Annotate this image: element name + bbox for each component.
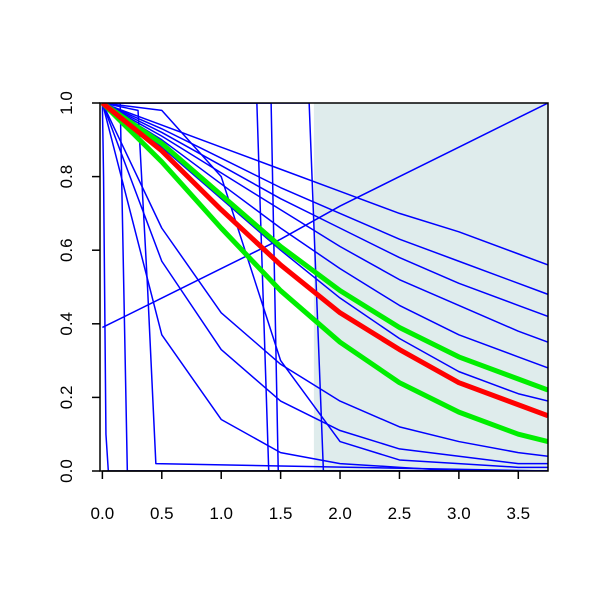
series-line <box>101 103 548 471</box>
series-line <box>100 103 548 444</box>
series-line <box>101 103 548 458</box>
series-line <box>102 103 548 471</box>
y-tick-label: 0.0 <box>57 459 76 483</box>
series-line <box>102 103 548 471</box>
series-line <box>102 103 548 471</box>
series-line <box>102 103 548 471</box>
series-line <box>100 103 548 419</box>
y-tick-label: 0.4 <box>57 312 76 336</box>
series-line <box>101 103 548 465</box>
series-line <box>101 103 548 402</box>
x-tick-label: 1.0 <box>209 504 233 523</box>
x-tick-label: 0.0 <box>91 504 115 523</box>
x-tick-label: 2.0 <box>328 504 352 523</box>
series-line <box>102 103 548 343</box>
x-tick-label: 3.0 <box>447 504 471 523</box>
series-line <box>101 103 548 471</box>
x-tick-label: 0.5 <box>150 504 174 523</box>
y-tick-label: 0.2 <box>57 386 76 410</box>
series-line <box>102 103 548 329</box>
series-line <box>102 103 548 296</box>
y-tick-label: 0.8 <box>57 165 76 189</box>
series-line <box>102 103 548 469</box>
series-line <box>101 103 548 369</box>
plot-area <box>100 103 548 471</box>
y-tick-label: 0.6 <box>57 238 76 262</box>
y-tick-label: 1.0 <box>57 91 76 115</box>
shaded-region <box>313 103 548 471</box>
x-tick-label: 3.5 <box>506 504 530 523</box>
x-tick-label: 1.5 <box>269 504 293 523</box>
series-line <box>102 103 548 318</box>
series-line <box>100 103 548 393</box>
x-tick-label: 2.5 <box>388 504 412 523</box>
